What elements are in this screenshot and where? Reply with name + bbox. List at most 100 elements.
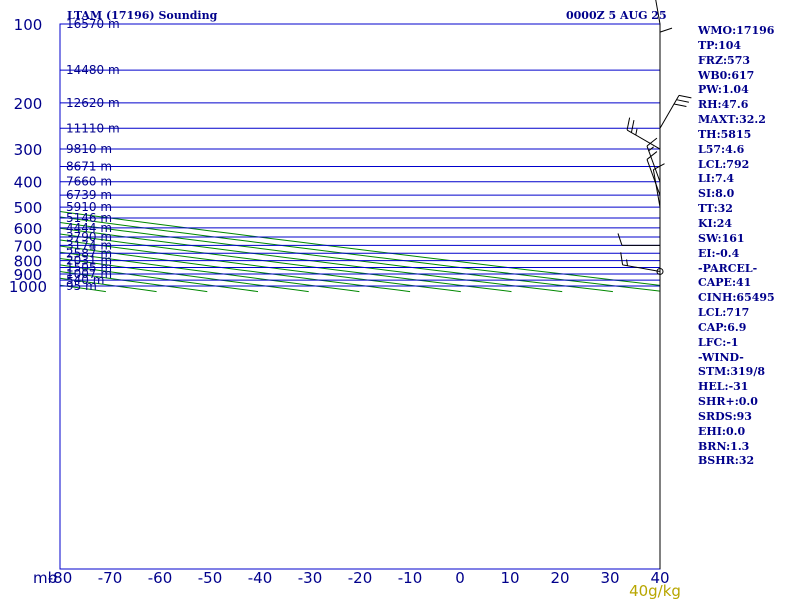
index-item: CINH:65495 xyxy=(698,291,775,305)
dry-adiabat xyxy=(0,30,5,292)
index-item: BSHR:32 xyxy=(698,454,755,468)
pressure-tick-label: 100 xyxy=(14,16,43,34)
pressure-tick-label: 200 xyxy=(14,95,43,113)
pressure-tick-label: 800 xyxy=(14,253,43,271)
height-label: 1007 m xyxy=(66,267,112,281)
index-item: -WIND- xyxy=(698,350,744,364)
dry-adiabat xyxy=(60,239,461,293)
dry-adiabat xyxy=(60,257,309,293)
pressure-tick-label: 500 xyxy=(14,199,43,217)
wind-barb xyxy=(646,137,661,182)
chart-title: LTAM (17196) Sounding xyxy=(67,9,218,22)
height-label: 9810 m xyxy=(66,142,112,156)
barb-flag xyxy=(646,151,658,160)
dry-adiabat xyxy=(60,216,660,292)
dry-adiabat xyxy=(60,211,660,286)
barb-shaft xyxy=(652,169,661,208)
height-label: 5910 m xyxy=(66,200,112,214)
pressure-tick-label: 700 xyxy=(14,237,43,255)
temperature-tick-label: -30 xyxy=(298,569,323,587)
index-item: CAPE:41 xyxy=(698,276,752,290)
pressure-tick-label: 300 xyxy=(14,141,43,159)
pressure-unit: mb xyxy=(33,569,57,587)
chart-valid-time: 0000Z 5 AUG 25 xyxy=(566,9,667,22)
pressure-tick-label: 1000 xyxy=(9,278,47,296)
pressure-tick-label: 900 xyxy=(14,266,43,284)
height-label: 16570 m xyxy=(66,17,120,31)
barb-shaft xyxy=(622,264,661,272)
barb-flag xyxy=(620,252,624,265)
temperature-tick-label: -50 xyxy=(198,569,223,587)
mixing-ratio-unit-label: 40g/kg xyxy=(629,582,681,600)
index-item: KI:24 xyxy=(698,216,733,230)
dry-adiabat xyxy=(60,245,411,293)
temperature-tick-label: -70 xyxy=(98,569,123,587)
dry-adiabat xyxy=(60,271,208,293)
barb-shaft xyxy=(655,0,661,25)
height-label: 95 m xyxy=(66,279,97,293)
pressure-tick-label: 400 xyxy=(14,174,43,192)
wind-barb xyxy=(659,94,692,129)
height-label: 8671 m xyxy=(66,160,112,174)
dry-adiabat xyxy=(60,227,563,293)
barb-flag xyxy=(676,99,689,103)
barb-shaft xyxy=(646,159,661,196)
dry-adiabat xyxy=(60,264,259,293)
barb-half-flag xyxy=(648,146,654,152)
index-item: MAXT:32.2 xyxy=(698,113,766,127)
wind-barb xyxy=(655,0,661,25)
wind-barb xyxy=(652,163,665,208)
index-item: EI:-0.4 xyxy=(698,246,740,260)
index-item: BRN:1.3 xyxy=(698,439,750,453)
index-item: FRZ:573 xyxy=(698,53,751,67)
barb-flag xyxy=(673,103,687,108)
index-item: WMO:17196 xyxy=(698,24,775,37)
index-item: TH:5815 xyxy=(698,127,752,141)
height-label: 12620 m xyxy=(66,96,120,110)
barb-half-flag xyxy=(635,128,638,136)
background-grid xyxy=(0,24,660,293)
wind-barb xyxy=(626,117,661,150)
temperature-tick-label: 20 xyxy=(550,569,569,587)
index-item: SI:8.0 xyxy=(698,187,735,201)
wind-barb xyxy=(617,233,660,246)
temperature-tick-label: 30 xyxy=(600,569,619,587)
barb-shaft xyxy=(626,129,661,150)
index-item: SRDS:93 xyxy=(698,409,752,423)
wind-barb xyxy=(659,27,673,71)
index-item: LCL:717 xyxy=(698,306,750,320)
height-label: 14480 m xyxy=(66,63,120,77)
index-item: TT:32 xyxy=(698,202,733,216)
barb-flag xyxy=(659,27,673,33)
height-label: 5146 m xyxy=(66,211,112,225)
temperature-tick-label: -60 xyxy=(148,569,173,587)
barb-flag xyxy=(678,94,692,99)
barb-shaft xyxy=(659,95,680,129)
height-label: 2031 m xyxy=(66,254,112,268)
barb-half-flag xyxy=(626,259,628,266)
temperature-tick-label: 0 xyxy=(455,569,465,587)
height-label: 11110 m xyxy=(66,121,120,135)
height-label: 6739 m xyxy=(66,188,112,202)
wind-barbs xyxy=(617,0,692,569)
index-item: -PARCEL- xyxy=(698,261,758,275)
index-item: LI:7.4 xyxy=(698,172,735,186)
index-item: LFC:-1 xyxy=(698,335,739,349)
index-item: EHI:0.0 xyxy=(698,424,746,438)
indices-panel: WMO:17196 TP:104 FRZ:573 WB0:617 PW:1.04 RH:4… xyxy=(698,24,800,469)
wind-barb xyxy=(620,252,664,275)
station-circle xyxy=(656,267,664,275)
dry-adiabat xyxy=(60,222,613,293)
height-label: 3174 m xyxy=(66,238,112,252)
chart-frame xyxy=(59,23,661,570)
barb-flag xyxy=(626,117,631,131)
height-label: 1505 m xyxy=(66,261,112,275)
temperature-tick-label: 40 xyxy=(650,569,669,587)
dry-adiabat xyxy=(60,251,360,293)
index-item: HEL:-31 xyxy=(698,380,749,394)
temperature-tick-label: -80 xyxy=(48,569,73,587)
index-item: CAP:6.9 xyxy=(698,320,747,334)
height-label: 3790 m xyxy=(66,230,112,244)
height-label: 7660 m xyxy=(66,175,112,189)
